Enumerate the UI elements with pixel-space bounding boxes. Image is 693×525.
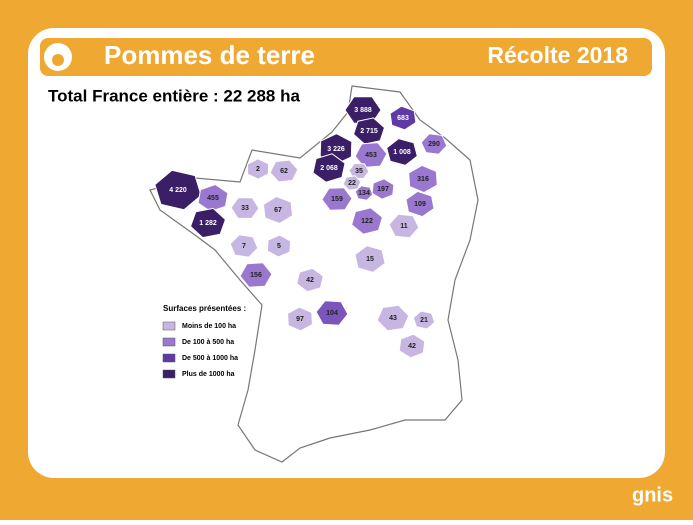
department — [354, 245, 386, 273]
department — [398, 333, 426, 359]
department-label: 5 — [277, 243, 281, 250]
department-label: 21 — [420, 317, 428, 324]
department-label: 42 — [306, 277, 314, 284]
department-label: 35 — [355, 168, 363, 175]
department — [386, 138, 418, 166]
department-label: 4 220 — [169, 187, 187, 194]
department — [405, 190, 435, 218]
department-label: 109 — [414, 201, 426, 208]
footer-logo: gnis — [632, 484, 673, 506]
legend-label: De 500 à 1000 ha — [182, 355, 238, 362]
department — [388, 213, 420, 239]
department-label: 43 — [389, 315, 397, 322]
department — [371, 178, 395, 200]
legend-swatch — [162, 337, 176, 347]
year: Récolte 2018 — [487, 42, 628, 68]
department — [197, 183, 229, 213]
department-label: 3 226 — [327, 146, 345, 153]
department — [266, 234, 292, 258]
title: Pommes de terre — [104, 40, 315, 70]
department — [376, 304, 410, 332]
department — [351, 207, 383, 235]
department — [247, 158, 269, 180]
department-label: 122 — [361, 218, 373, 225]
legend-swatch — [162, 353, 176, 363]
legend-label: Moins de 100 ha — [182, 323, 236, 330]
department-label: 197 — [377, 186, 389, 193]
total: Total France entière : 22 288 ha — [48, 86, 300, 105]
department-label: 67 — [274, 207, 282, 214]
department — [354, 185, 374, 201]
header-bar — [40, 38, 652, 76]
department — [269, 159, 299, 183]
department — [287, 306, 313, 332]
department — [189, 207, 227, 239]
department — [262, 195, 294, 225]
department-label: 1 008 — [393, 149, 411, 156]
department-label: 7 — [242, 243, 246, 250]
department-label: 42 — [408, 343, 416, 350]
department-label: 15 — [366, 256, 374, 263]
department — [412, 310, 436, 330]
legend-label: De 100 à 500 ha — [182, 339, 234, 346]
department-label: 455 — [207, 195, 219, 202]
department-label: 11 — [400, 223, 408, 230]
department — [230, 197, 260, 219]
department — [321, 187, 353, 211]
legend-swatch — [162, 321, 176, 331]
logo-icon — [52, 54, 64, 66]
department-label: 316 — [417, 176, 429, 183]
department-label: 134 — [358, 190, 370, 197]
legend-title: Surfaces présentées : — [163, 304, 246, 313]
department-label: 290 — [428, 141, 440, 148]
department-label: 2 715 — [360, 128, 378, 135]
department-label: 22 — [348, 180, 356, 187]
legend-label: Plus de 1000 ha — [182, 371, 235, 378]
department-label: 97 — [296, 316, 304, 323]
department-label: 62 — [280, 168, 288, 175]
department — [239, 262, 273, 288]
department-label: 156 — [250, 272, 262, 279]
department — [296, 267, 324, 293]
department — [312, 153, 346, 183]
department-label: 2 — [256, 166, 260, 173]
department — [389, 105, 417, 131]
department-label: 33 — [241, 205, 249, 212]
department-label: 159 — [331, 196, 343, 203]
department-label: 2 068 — [320, 165, 338, 172]
legend-swatch — [162, 369, 176, 379]
department — [420, 133, 448, 155]
department-label: 1 282 — [199, 220, 217, 227]
department-label: 3 888 — [354, 107, 372, 114]
department — [315, 300, 349, 326]
department — [408, 164, 438, 194]
department-label: 104 — [326, 310, 338, 317]
department-label: 453 — [365, 152, 377, 159]
department — [354, 142, 388, 168]
department — [229, 234, 259, 258]
department-label: 683 — [397, 115, 409, 122]
